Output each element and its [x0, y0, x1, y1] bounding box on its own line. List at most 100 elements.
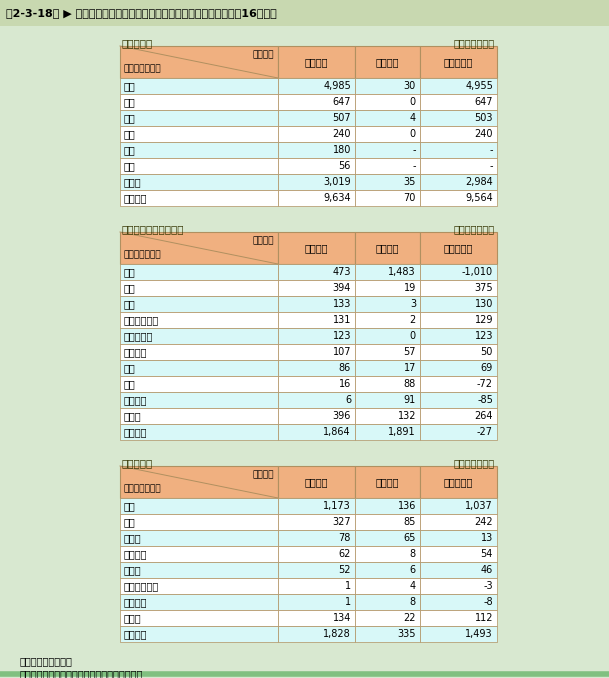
Bar [420, 142, 497, 158]
Bar [420, 232, 497, 264]
Text: 合　　計: 合 計 [124, 427, 147, 437]
Bar [120, 408, 278, 424]
Text: 57: 57 [404, 347, 416, 357]
Bar [420, 158, 497, 174]
Text: 6: 6 [410, 565, 416, 575]
Bar [278, 594, 355, 610]
Bar [355, 578, 420, 594]
Text: オランダ: オランダ [124, 597, 147, 607]
Bar [355, 296, 420, 312]
Bar [355, 264, 420, 280]
Bar [420, 530, 497, 546]
Text: 輸出－輸入: 輸出－輸入 [444, 477, 473, 487]
Bar [278, 546, 355, 562]
Text: 8: 8 [410, 549, 416, 559]
Text: 107: 107 [333, 347, 351, 357]
Text: 英国: 英国 [124, 517, 136, 527]
Text: 英国: 英国 [124, 379, 136, 389]
Bar [420, 376, 497, 392]
Text: 中国: 中国 [124, 129, 136, 139]
Text: -3: -3 [484, 581, 493, 591]
Text: 情報通信機械器具工業: 情報通信機械器具工業 [122, 224, 185, 234]
Text: 52: 52 [339, 565, 351, 575]
Bar [355, 312, 420, 328]
Bar [355, 360, 420, 376]
Text: 13: 13 [481, 533, 493, 543]
Bar [278, 110, 355, 126]
Bar [120, 466, 278, 498]
Text: 91: 91 [404, 395, 416, 405]
Text: 6: 6 [345, 395, 351, 405]
Bar [420, 344, 497, 360]
Text: 335: 335 [398, 629, 416, 639]
Bar [420, 466, 497, 498]
Bar [120, 296, 278, 312]
Text: 注）－：該当数なし: 注）－：該当数なし [20, 656, 73, 666]
Text: その他: その他 [124, 411, 142, 421]
Text: 自動車工業: 自動車工業 [122, 38, 153, 48]
Bar [420, 562, 497, 578]
Bar [120, 376, 278, 392]
Text: 56: 56 [339, 161, 351, 171]
Text: 2: 2 [410, 315, 416, 325]
Bar [0, 0, 609, 26]
Bar [278, 626, 355, 642]
Bar [355, 594, 420, 610]
Text: -27: -27 [477, 427, 493, 437]
Bar [355, 78, 420, 94]
Text: 112: 112 [474, 613, 493, 623]
Bar [278, 142, 355, 158]
Text: 技術輸出: 技術輸出 [304, 243, 328, 253]
Bar [355, 280, 420, 296]
Text: 69: 69 [481, 363, 493, 373]
Bar [420, 46, 497, 78]
Text: 米国: 米国 [124, 81, 136, 91]
Text: ドイツ: ドイツ [124, 533, 142, 543]
Text: 3: 3 [410, 299, 416, 309]
Text: 韓国: 韓国 [124, 161, 136, 171]
Bar [278, 424, 355, 440]
Text: マレーシア: マレーシア [124, 331, 153, 341]
Text: 8: 8 [410, 597, 416, 607]
Bar [278, 280, 355, 296]
Text: 16: 16 [339, 379, 351, 389]
Text: 0: 0 [410, 129, 416, 139]
Text: 88: 88 [404, 379, 416, 389]
Bar [120, 312, 278, 328]
Bar [120, 46, 278, 78]
Bar [355, 174, 420, 190]
Bar [120, 126, 278, 142]
Text: 30: 30 [404, 81, 416, 91]
Bar [355, 466, 420, 498]
Text: 台湾: 台湾 [124, 145, 136, 155]
Text: 396: 396 [333, 411, 351, 421]
Text: 韓国: 韓国 [124, 299, 136, 309]
Bar [120, 158, 278, 174]
Bar [355, 46, 420, 78]
Text: 4,955: 4,955 [465, 81, 493, 91]
Bar [355, 514, 420, 530]
Text: オランダ: オランダ [124, 347, 147, 357]
Bar [355, 158, 420, 174]
Bar [420, 280, 497, 296]
Text: 中国: 中国 [124, 283, 136, 293]
Text: 2,984: 2,984 [465, 177, 493, 187]
Bar [355, 530, 420, 546]
Bar [278, 562, 355, 578]
Bar [355, 408, 420, 424]
Text: -72: -72 [477, 379, 493, 389]
Bar [355, 328, 420, 344]
Text: -: - [412, 145, 416, 155]
Bar [420, 594, 497, 610]
Text: 輸出－輸入: 輸出－輸入 [444, 57, 473, 67]
Text: 134: 134 [333, 613, 351, 623]
Bar [278, 46, 355, 78]
Text: 輸出－輸入: 輸出－輸入 [444, 243, 473, 253]
Text: フランス: フランス [124, 549, 147, 559]
Text: 資料：総務省統計局「科学技術研究調査報告」: 資料：総務省統計局「科学技術研究調査報告」 [20, 669, 143, 678]
Text: -: - [490, 161, 493, 171]
Bar [355, 610, 420, 626]
Text: -8: -8 [484, 597, 493, 607]
Bar [420, 78, 497, 94]
Text: 4: 4 [410, 581, 416, 591]
